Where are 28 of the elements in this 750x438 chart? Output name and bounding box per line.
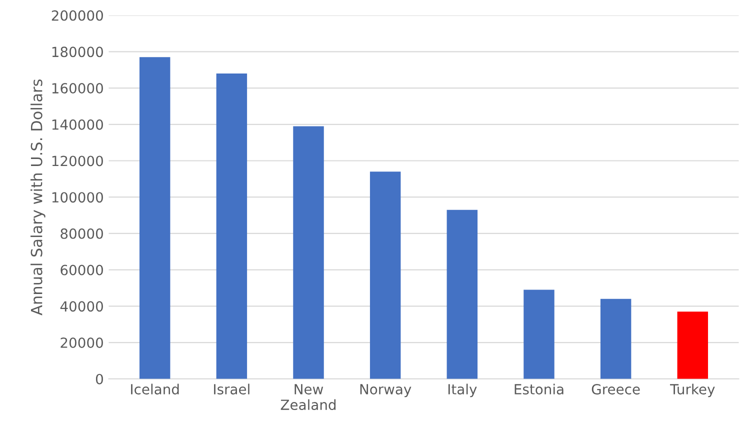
y-axis-title: Annual Salary with U.S. Dollars: [30, 79, 46, 316]
x-tick-label: Estonia: [514, 384, 564, 394]
y-tick-label: 80000: [60, 228, 103, 239]
y-tick-label: 40000: [60, 301, 103, 312]
y-tick-label: 0: [96, 374, 103, 384]
x-tick-label: New Zealand: [280, 384, 336, 410]
bar: [370, 172, 401, 379]
y-tick-label: 140000: [52, 119, 103, 130]
bar: [524, 290, 554, 379]
y-tick-label: 160000: [52, 83, 103, 94]
bar: [446, 210, 478, 379]
bar: [216, 73, 248, 379]
bar: [677, 312, 708, 379]
x-tick-label: Italy: [448, 384, 477, 398]
x-tick-label: Greece: [592, 384, 640, 394]
y-tick-label: 60000: [60, 264, 103, 276]
y-tick-label: 120000: [52, 156, 103, 166]
y-tick-label: 100000: [52, 192, 103, 203]
x-tick-label: Israel: [214, 384, 250, 394]
bar: [139, 57, 170, 379]
y-tick-label: 180000: [52, 46, 103, 58]
bar: [293, 126, 324, 379]
x-tick-label: Norway: [360, 384, 412, 398]
y-tick-label: 20000: [60, 337, 103, 348]
bar: [600, 298, 632, 379]
x-tick-label: Turkey: [670, 384, 715, 398]
y-tick-label: 200000: [52, 10, 103, 21]
x-tick-label: Iceland: [131, 384, 179, 394]
